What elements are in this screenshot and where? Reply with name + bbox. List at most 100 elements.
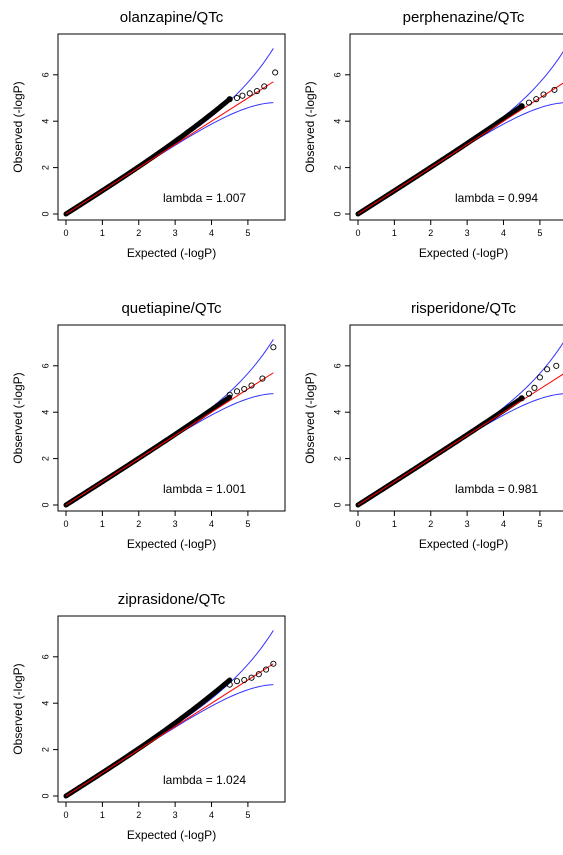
lambda-annotation: lambda = 0.994: [455, 191, 538, 205]
x-tick-label: 5: [245, 519, 250, 529]
x-tick-label: 4: [209, 519, 214, 529]
y-axis-label: Observed (-logP): [11, 372, 25, 463]
data-point: [241, 676, 248, 684]
data-point: [261, 83, 268, 90]
y-tick-label: 0: [40, 211, 50, 216]
expected-line: [357, 82, 563, 215]
y-tick-label: 2: [40, 747, 50, 752]
x-tick-label: 5: [537, 228, 542, 238]
data-point: [233, 388, 241, 395]
qq-panel-4: risperidone/QTc 0 1 2 3 4 5 0 2 4 6 Expected (-logP…: [303, 300, 563, 551]
panel-title: perphenazine/QTc: [403, 9, 525, 26]
y-tick-label: 2: [40, 456, 50, 461]
y-tick-label: 0: [40, 793, 50, 798]
expected-line: [65, 663, 274, 797]
data-point: [553, 362, 560, 369]
x-tick-label: 3: [465, 519, 470, 529]
expected-line: [65, 372, 274, 506]
y-tick-label: 4: [332, 119, 342, 124]
x-axis-label: Expected (-logP): [419, 246, 508, 260]
x-tick-label: 1: [392, 519, 397, 529]
y-axis-label: Observed (-logP): [303, 81, 317, 172]
plot-frame: [57, 324, 286, 512]
data-point: [540, 91, 547, 98]
plot-frame: [57, 33, 286, 221]
upper-confidence-band: [65, 48, 274, 214]
x-tick-label: 0: [355, 519, 360, 529]
data-point: [233, 678, 241, 685]
x-tick-label: 2: [136, 228, 141, 238]
x-tick-label: 2: [428, 228, 433, 238]
y-tick-label: 6: [332, 72, 342, 77]
y-tick-label: 6: [332, 363, 342, 368]
y-axis-label: Observed (-logP): [303, 372, 317, 463]
x-tick-label: 3: [173, 810, 178, 820]
data-point: [272, 69, 279, 76]
x-tick-label: 1: [100, 810, 105, 820]
data-point: [246, 90, 253, 97]
data-point: [248, 382, 255, 389]
panel-title: risperidone/QTc: [411, 300, 517, 317]
x-tick-label: 2: [136, 519, 141, 529]
y-tick-label: 2: [40, 165, 50, 170]
data-point: [241, 385, 248, 393]
qq-panel-2: perphenazine/QTc 0 1 2 3 4 5 0 2 4 6 Expected (-log…: [303, 9, 563, 260]
x-tick-label: 5: [245, 228, 250, 238]
y-axis-label: Observed (-logP): [11, 663, 25, 754]
qq-panel-5: ziprasidone/QTc 0 1 2 3 4 5 0 2 4 6 Expected (-logP…: [11, 591, 286, 842]
y-tick-label: 6: [40, 72, 50, 77]
lambda-annotation: lambda = 0.981: [455, 482, 538, 496]
y-tick-label: 4: [332, 410, 342, 415]
data-point: [248, 674, 255, 681]
upper-confidence-band: [357, 342, 563, 505]
expected-line: [65, 81, 274, 215]
x-tick-label: 0: [355, 228, 360, 238]
panel-title: ziprasidone/QTc: [118, 591, 226, 608]
x-tick-label: 1: [392, 228, 397, 238]
lambda-annotation: lambda = 1.024: [163, 773, 246, 787]
data-point: [233, 94, 241, 102]
x-tick-label: 5: [245, 810, 250, 820]
x-tick-label: 3: [173, 228, 178, 238]
x-tick-label: 0: [63, 519, 68, 529]
data-point: [536, 374, 543, 381]
x-tick-label: 4: [209, 228, 214, 238]
y-tick-label: 4: [40, 701, 50, 706]
x-tick-label: 2: [136, 810, 141, 820]
upper-confidence-band: [65, 339, 274, 505]
y-tick-label: 6: [40, 363, 50, 368]
data-point: [525, 390, 533, 397]
data-point: [533, 96, 540, 103]
x-tick-label: 3: [173, 519, 178, 529]
qq-panel-3: quetiapine/QTc 0 1 2 3 4 5 0 2 4 6 Expected (-logP)…: [11, 300, 286, 551]
data-point: [270, 344, 277, 351]
plot-frame: [349, 33, 563, 221]
data-point: [255, 671, 262, 678]
data-point: [226, 391, 233, 398]
plot-frame: [349, 324, 563, 512]
x-tick-label: 3: [465, 228, 470, 238]
x-axis-label: Expected (-logP): [419, 537, 508, 551]
upper-confidence-band: [357, 51, 563, 214]
x-tick-label: 0: [63, 228, 68, 238]
plot-frame: [57, 615, 286, 803]
data-point: [239, 92, 246, 99]
panel-title: quetiapine/QTc: [121, 300, 222, 317]
y-tick-label: 2: [332, 165, 342, 170]
x-tick-label: 2: [428, 519, 433, 529]
y-tick-label: 0: [332, 502, 342, 507]
data-point: [226, 96, 233, 103]
lambda-annotation: lambda = 1.001: [163, 482, 246, 496]
y-tick-label: 0: [40, 502, 50, 507]
data-point: [263, 666, 270, 673]
y-tick-label: 4: [40, 410, 50, 415]
data-point: [518, 395, 525, 402]
expected-line: [357, 373, 563, 506]
y-tick-label: 4: [40, 119, 50, 124]
qq-panel-1: olanzapine/QTc 0 1 2 3 4 5 0 2 4 6 Expected (-logP)…: [11, 9, 286, 260]
data-point: [253, 87, 261, 95]
data-point: [259, 375, 266, 382]
upper-confidence-band: [65, 630, 274, 796]
panel-title: olanzapine/QTc: [120, 9, 224, 26]
